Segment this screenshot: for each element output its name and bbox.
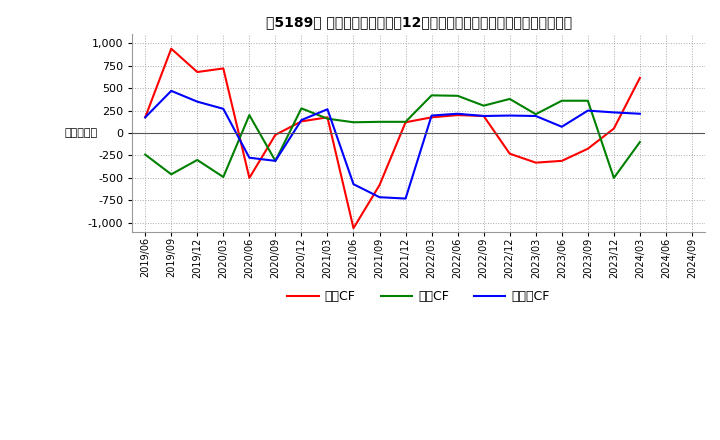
投資CF (531, 112, 540, 117)
営業CF (454, 113, 462, 118)
Line: 営業CF: 営業CF (145, 49, 640, 228)
投資CF (427, 93, 436, 98)
投資CF (375, 119, 384, 125)
投資CF (141, 152, 150, 157)
フリーCF (167, 88, 176, 94)
投資CF (271, 158, 279, 164)
営業CF (349, 226, 358, 231)
投資CF (557, 98, 566, 103)
投資CF (167, 172, 176, 177)
フリーCF (454, 111, 462, 117)
フリーCF (531, 114, 540, 119)
投資CF (193, 158, 202, 163)
フリーCF (245, 155, 253, 160)
投資CF (610, 175, 618, 180)
営業CF (401, 120, 410, 125)
フリーCF (557, 124, 566, 129)
営業CF (557, 158, 566, 164)
フリーCF (427, 113, 436, 118)
Title: ［5189］ キャッシュフローの12か月移動合計の対前年同期増減額の推移: ［5189］ キャッシュフローの12か月移動合計の対前年同期増減額の推移 (266, 15, 572, 29)
営業CF (583, 146, 592, 151)
営業CF (531, 160, 540, 165)
フリーCF (505, 113, 514, 118)
フリーCF (480, 114, 488, 119)
営業CF (610, 126, 618, 131)
フリーCF (323, 106, 332, 112)
営業CF (636, 75, 644, 81)
営業CF (323, 115, 332, 120)
投資CF (245, 113, 253, 118)
営業CF (375, 183, 384, 188)
営業CF (297, 119, 306, 124)
営業CF (427, 115, 436, 120)
営業CF (141, 115, 150, 120)
営業CF (480, 114, 488, 119)
フリーCF (193, 99, 202, 104)
フリーCF (271, 158, 279, 164)
投資CF (401, 119, 410, 125)
フリーCF (583, 108, 592, 113)
フリーCF (610, 110, 618, 115)
フリーCF (297, 117, 306, 123)
フリーCF (141, 115, 150, 120)
営業CF (167, 46, 176, 51)
投資CF (636, 139, 644, 145)
営業CF (219, 66, 228, 71)
営業CF (245, 175, 253, 180)
投資CF (323, 116, 332, 121)
フリーCF (349, 182, 358, 187)
営業CF (193, 70, 202, 75)
投資CF (583, 98, 592, 103)
フリーCF (375, 194, 384, 200)
投資CF (219, 174, 228, 180)
フリーCF (636, 111, 644, 117)
営業CF (271, 132, 279, 137)
フリーCF (219, 106, 228, 111)
投資CF (454, 93, 462, 99)
投資CF (505, 96, 514, 102)
Legend: 営業CF, 投資CF, フリーCF: 営業CF, 投資CF, フリーCF (282, 286, 555, 308)
投資CF (349, 120, 358, 125)
フリーCF (401, 196, 410, 201)
Y-axis label: （百万円）: （百万円） (64, 128, 97, 138)
投資CF (480, 103, 488, 108)
Line: フリーCF: フリーCF (145, 91, 640, 198)
Line: 投資CF: 投資CF (145, 95, 640, 178)
投資CF (297, 106, 306, 111)
営業CF (505, 151, 514, 156)
